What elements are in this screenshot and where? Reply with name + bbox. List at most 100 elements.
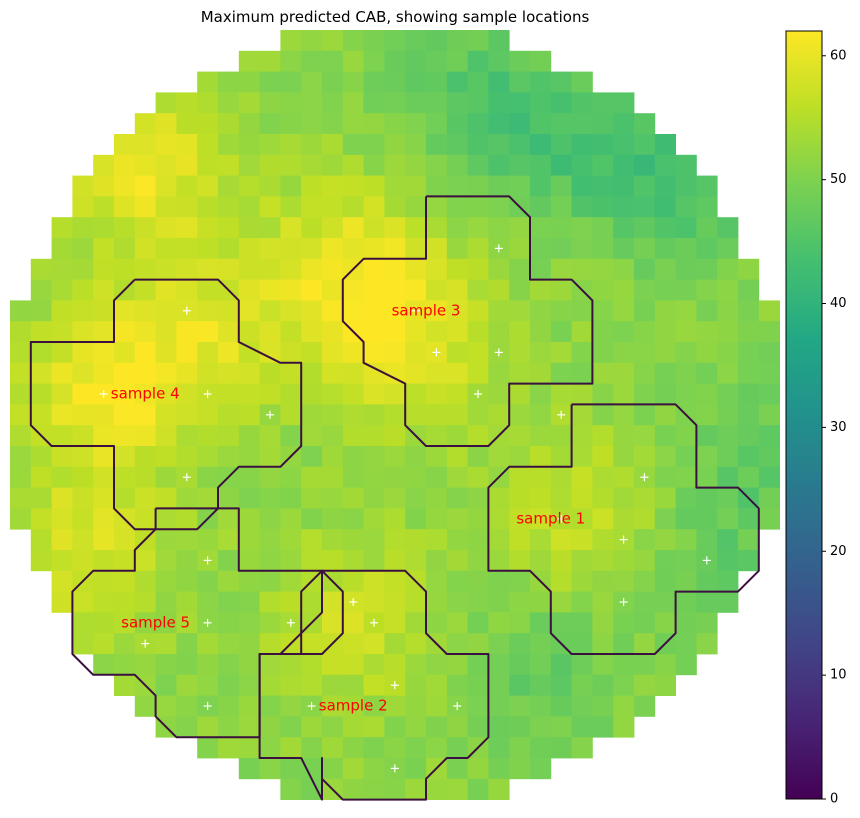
heatmap-cell [155, 196, 177, 218]
heatmap-cell [280, 342, 302, 364]
heatmap-cell [405, 591, 427, 613]
heatmap-cell [550, 716, 572, 738]
heatmap-cell [592, 570, 614, 592]
heatmap-cell [155, 238, 177, 260]
heatmap-cell [634, 258, 656, 280]
heatmap-cell [426, 550, 448, 572]
heatmap-cell [634, 654, 656, 676]
heatmap-cell [613, 92, 635, 114]
heatmap-cell [155, 591, 177, 613]
heatmap-cell [197, 71, 219, 93]
heatmap-cell [238, 92, 260, 114]
heatmap-cell [280, 716, 302, 738]
heatmap-cell [467, 425, 489, 447]
heatmap-cell [530, 446, 552, 468]
heatmap-cell [259, 466, 281, 488]
heatmap-cell [51, 362, 73, 384]
sample-point [453, 702, 462, 710]
heatmap-cell [426, 92, 448, 114]
heatmap-cell [634, 446, 656, 468]
heatmap-cell [342, 425, 364, 447]
heatmap-cell [634, 217, 656, 239]
heatmap-cell [613, 466, 635, 488]
heatmap-cell [30, 550, 52, 572]
heatmap-cell [654, 321, 676, 343]
heatmap-cell [93, 612, 115, 634]
heatmap-cell [384, 487, 406, 509]
heatmap-cell [218, 529, 240, 551]
heatmap-cell [384, 508, 406, 530]
heatmap-cell [363, 217, 385, 239]
heatmap-cell [93, 238, 115, 260]
heatmap-cell [197, 92, 219, 114]
heatmap-cell [675, 654, 697, 676]
heatmap-cell [322, 446, 344, 468]
heatmap-cell [238, 258, 260, 280]
heatmap-cell [93, 529, 115, 551]
heatmap-cell [238, 591, 260, 613]
heatmap-cell [550, 674, 572, 696]
heatmap-cell [280, 279, 302, 301]
heatmap-cell [384, 134, 406, 156]
heatmap-cell [259, 570, 281, 592]
heatmap-cell [426, 383, 448, 405]
heatmap-cell [696, 362, 718, 384]
heatmap-cell [405, 258, 427, 280]
heatmap-cell [509, 113, 531, 135]
heatmap-cell [363, 466, 385, 488]
heatmap-cell [717, 300, 739, 322]
heatmap-cell [280, 30, 302, 52]
heatmap-cell [218, 383, 240, 405]
heatmap-cell [301, 50, 323, 72]
sample-point [307, 702, 316, 710]
heatmap-cell [176, 362, 198, 384]
heatmap-cell [592, 279, 614, 301]
heatmap-cell [72, 196, 94, 218]
heatmap-cell [114, 362, 136, 384]
heatmap-cell [446, 778, 468, 800]
heatmap-cell [363, 383, 385, 405]
heatmap-cell [176, 570, 198, 592]
heatmap-cell [384, 612, 406, 634]
heatmap-cell [446, 716, 468, 738]
heatmap-cell [405, 737, 427, 759]
heatmap-cell [197, 633, 219, 655]
heatmap-cell [613, 425, 635, 447]
heatmap-cell [550, 446, 572, 468]
heatmap-cell [488, 196, 510, 218]
heatmap-cell [717, 466, 739, 488]
heatmap-cell [509, 238, 531, 260]
heatmap-cell [509, 154, 531, 176]
heatmap-cell [446, 612, 468, 634]
heatmap-cell [134, 446, 156, 468]
heatmap-cell [197, 175, 219, 197]
heatmap-cell [30, 258, 52, 280]
heatmap-cell [134, 425, 156, 447]
heatmap-cell [530, 92, 552, 114]
heatmap-cell [259, 758, 281, 780]
heatmap-cell [342, 383, 364, 405]
heatmap-cell [259, 300, 281, 322]
heatmap-cell [550, 383, 572, 405]
heatmap-cell [571, 92, 593, 114]
heatmap-cell [509, 383, 531, 405]
heatmap-cell [301, 258, 323, 280]
sample-point [557, 514, 566, 523]
heatmap-cell [592, 217, 614, 239]
heatmap-cell [114, 404, 136, 426]
heatmap-cell [592, 196, 614, 218]
heatmap-cell [280, 258, 302, 280]
sample-point [411, 306, 420, 315]
heatmap-cell [426, 591, 448, 613]
heatmap-cell [176, 279, 198, 301]
heatmap-cell [530, 508, 552, 530]
heatmap-cell [114, 570, 136, 592]
region-labels: sample 1 sample 2 sample 3 sample 4 sample 5 [111, 301, 585, 714]
heatmap-cell [530, 404, 552, 426]
heatmap-cell [342, 695, 364, 717]
heatmap-cell [509, 508, 531, 530]
heatmap-cell [592, 529, 614, 551]
heatmap-cell [342, 446, 364, 468]
heatmap-cell [654, 217, 676, 239]
heatmap-cell [571, 321, 593, 343]
